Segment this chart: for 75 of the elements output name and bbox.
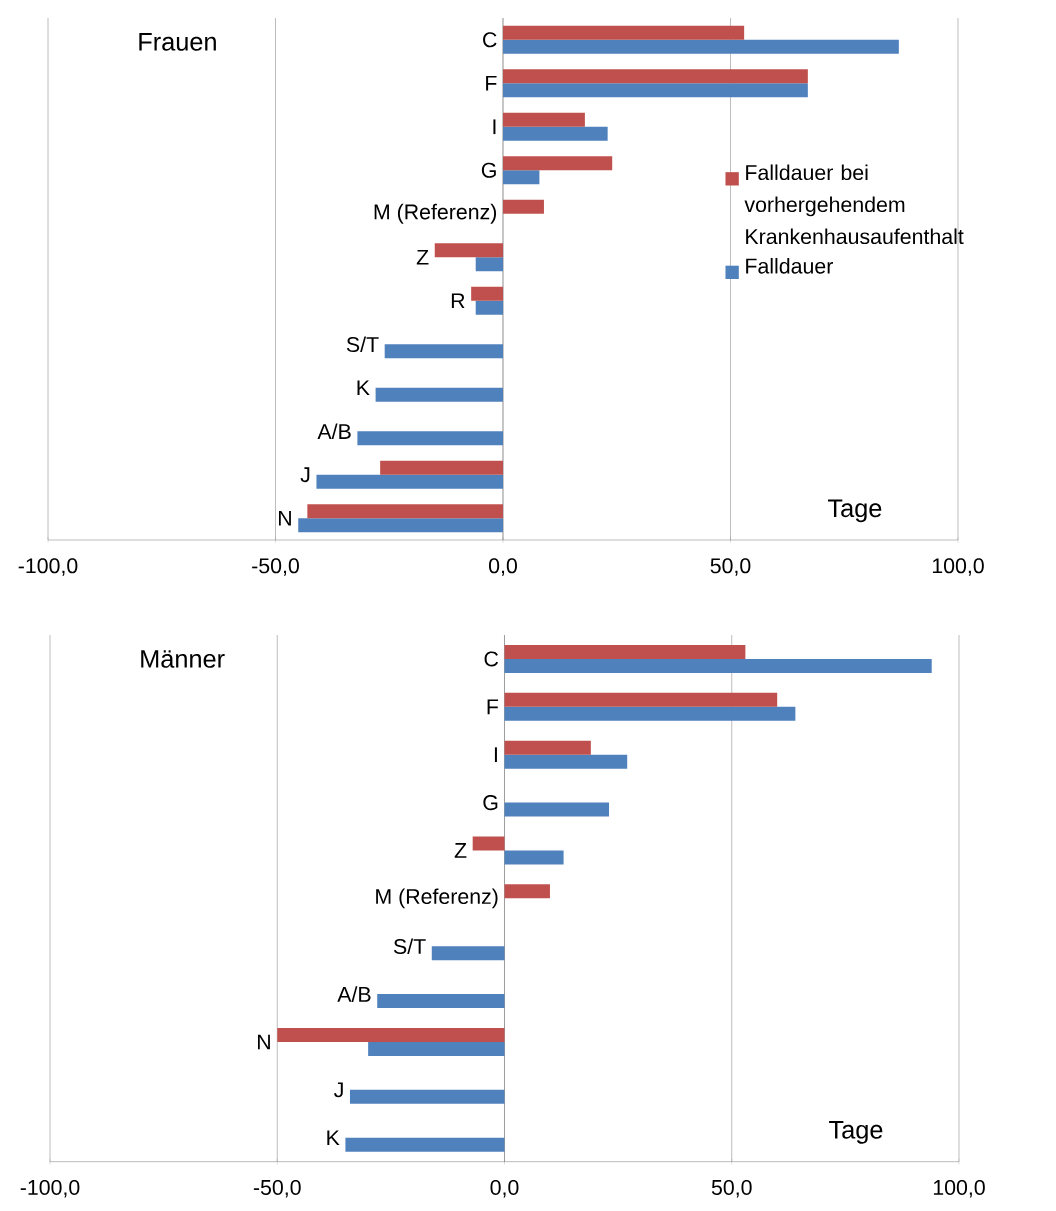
bar <box>503 39 899 54</box>
y-tick-label: M (Referenz) <box>374 203 497 224</box>
bar <box>277 1027 505 1042</box>
bar <box>434 243 503 258</box>
y-tick-label: A/B <box>337 986 371 1002</box>
bar <box>345 1137 505 1152</box>
y-tick-label: F <box>487 699 499 715</box>
bar <box>504 850 564 865</box>
bar <box>503 170 540 185</box>
bar <box>504 706 796 721</box>
x-tick-label: -100,0 <box>20 1179 80 1198</box>
bar <box>316 474 503 489</box>
bar <box>504 884 550 899</box>
bar <box>503 83 808 98</box>
bar <box>503 156 613 171</box>
bar <box>475 300 503 315</box>
x-tick-label: 50,0 <box>710 558 751 576</box>
bar <box>349 1089 505 1104</box>
bar <box>384 344 503 359</box>
y-tick-label: I <box>493 119 496 135</box>
y-tick-label: Z <box>454 843 467 858</box>
y-tick-label: N <box>258 1034 270 1050</box>
bar <box>307 504 503 519</box>
x-tick-label: 100,0 <box>932 558 984 576</box>
x-tick-label: 0,0 <box>490 1179 519 1198</box>
bar <box>431 946 505 961</box>
x-tick-label: 100,0 <box>933 1179 985 1198</box>
chart-title: Männer <box>141 650 225 668</box>
y-tick-label: K <box>357 380 370 396</box>
y-tick-label: M (Referenz) <box>376 888 498 909</box>
y-tick-label: F <box>486 75 497 91</box>
bar <box>504 740 591 755</box>
legend-label: Falldauer <box>746 257 833 274</box>
bar <box>504 658 932 673</box>
bar <box>503 25 745 40</box>
bar <box>368 1041 505 1056</box>
bar <box>377 994 505 1009</box>
y-tick-label: R <box>451 293 465 309</box>
bar <box>503 69 808 84</box>
x-axis-title: Tage <box>829 1121 883 1144</box>
chart-title: Frauen <box>139 33 216 51</box>
bar <box>503 112 585 127</box>
y-tick-label: G <box>483 795 498 811</box>
y-tick-label: G <box>481 162 496 178</box>
x-tick-label: -50,0 <box>253 1179 301 1198</box>
bar <box>475 257 503 272</box>
bar <box>504 754 628 769</box>
bar <box>503 199 544 214</box>
y-tick-label: N <box>279 510 291 526</box>
y-tick-label: J <box>300 467 310 483</box>
bar <box>298 518 503 533</box>
y-tick-label: J <box>334 1082 343 1098</box>
y-tick-label: Z <box>416 249 429 265</box>
x-tick-label: 0,0 <box>489 558 517 576</box>
bar <box>471 286 503 301</box>
x-tick-label: -50,0 <box>252 558 299 576</box>
y-tick-label: C <box>484 651 499 667</box>
bar <box>357 431 503 446</box>
y-tick-label: I <box>494 747 497 763</box>
bar <box>504 802 610 817</box>
bar <box>472 836 505 851</box>
y-tick-label: A/B <box>317 423 351 440</box>
y-tick-label: S/T <box>393 938 426 955</box>
y-tick-label: C <box>483 32 497 48</box>
x-tick-label: -100,0 <box>18 558 78 576</box>
bar <box>504 644 746 659</box>
x-axis-title: Tage <box>828 499 882 523</box>
y-tick-label: K <box>327 1130 340 1146</box>
bar <box>504 692 778 707</box>
y-tick-label: S/T <box>346 336 379 353</box>
bar <box>380 460 503 475</box>
legend-label: Falldauer bei vorhergehendem Krankenhausaufenthalt <box>744 164 964 245</box>
x-tick-label: 50,0 <box>711 1179 752 1198</box>
bar <box>375 387 503 402</box>
bar <box>503 126 608 141</box>
